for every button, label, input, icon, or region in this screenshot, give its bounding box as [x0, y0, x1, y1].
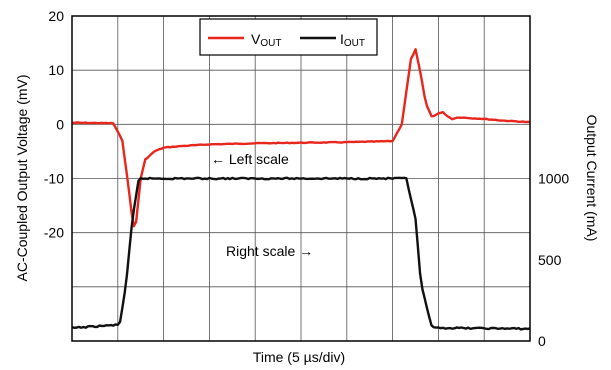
right-tick-label: 500	[538, 252, 562, 268]
annotation-left-scale: ← Left scale	[211, 151, 289, 167]
right-tick-label: 0	[538, 333, 546, 349]
legend-label-iout: IOUT	[340, 31, 365, 49]
x-axis-title: Time (5 µs/div)	[253, 349, 345, 365]
annotation-right-scale: Right scale →	[226, 243, 313, 259]
left-tick-label: 0	[56, 116, 64, 132]
right-tick-labels: 1000 500 0	[538, 171, 569, 350]
plot-frame	[71, 15, 531, 342]
left-tick-label: -10	[44, 171, 64, 187]
series-line-iout	[71, 176, 531, 331]
left-tick-labels: 20 10 0 -10 -20	[44, 8, 64, 241]
left-tick-label: -20	[44, 225, 64, 241]
series-line-vout	[71, 48, 531, 228]
legend-label-vout: VOUT	[251, 31, 281, 49]
right-axis-title: Output Current (mA)	[584, 115, 600, 242]
left-axis-title: AC-Coupled Output Voltage (mV)	[14, 75, 30, 282]
plot-series	[71, 48, 531, 331]
legend: VOUT IOUT	[199, 18, 378, 56]
left-tick-label: 20	[48, 8, 64, 24]
left-tick-label: 10	[48, 62, 64, 78]
right-tick-label: 1000	[538, 171, 569, 187]
